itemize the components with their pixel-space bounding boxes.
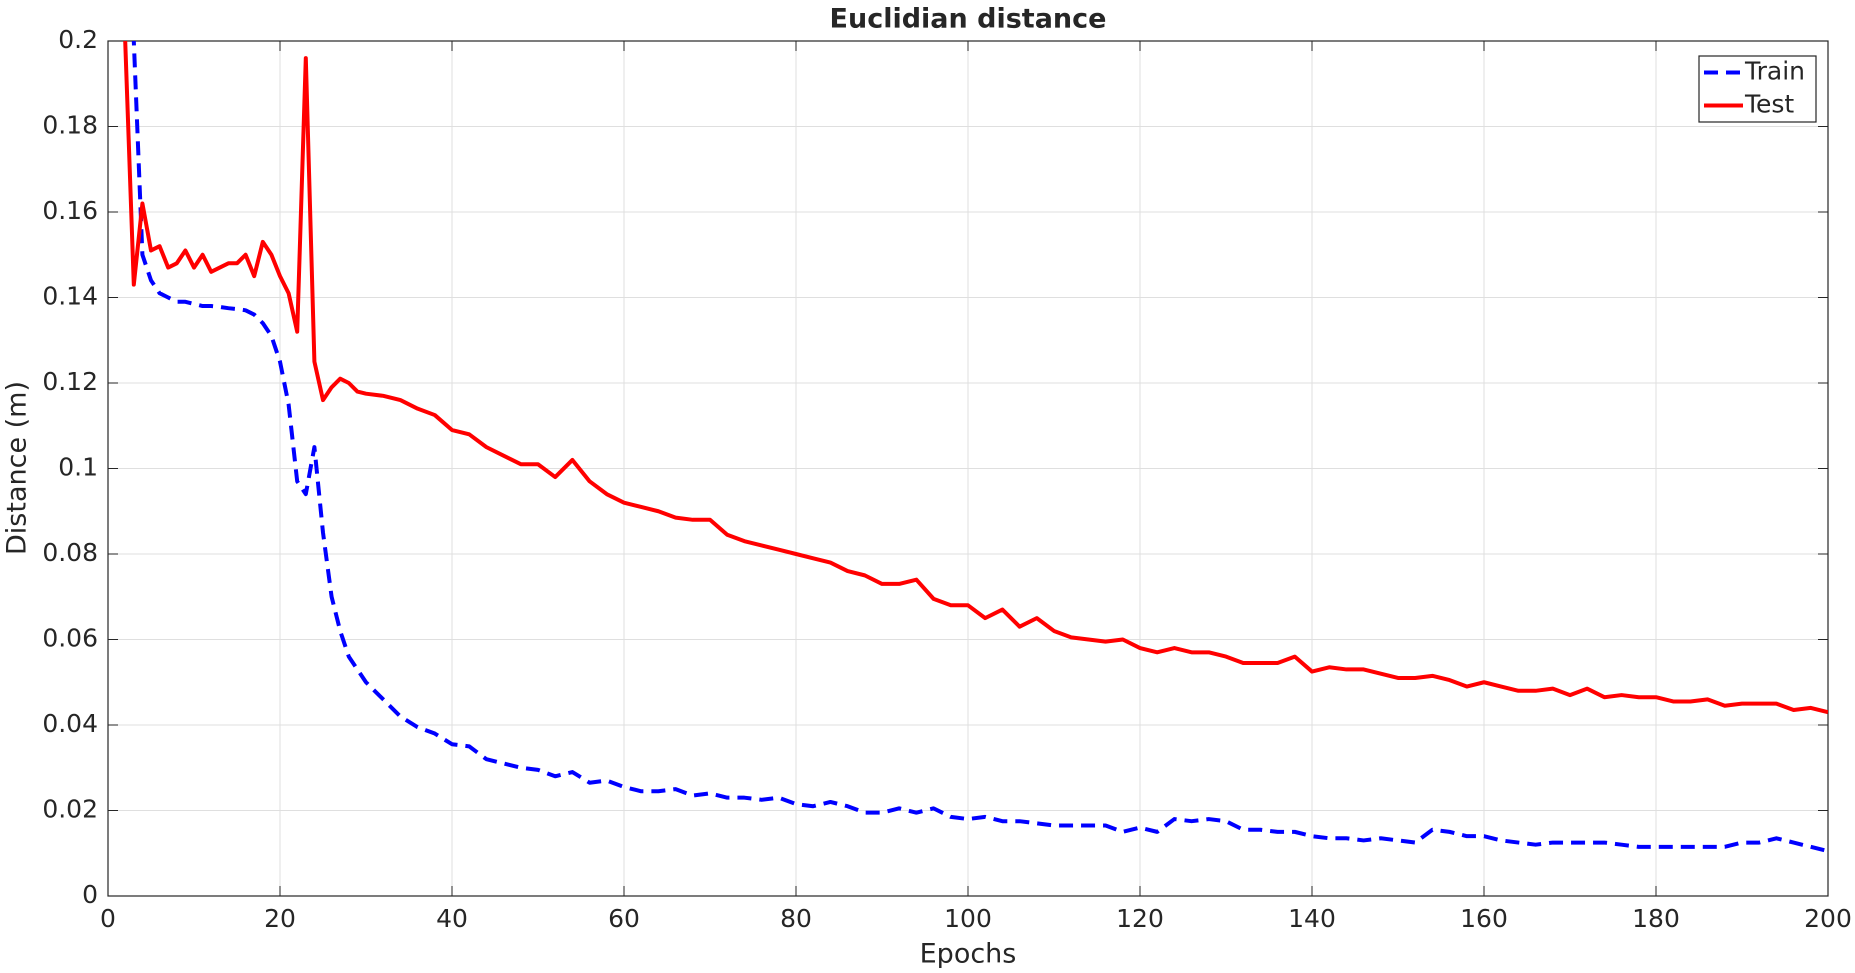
y-tick-label: 0.02 bbox=[42, 795, 98, 824]
y-tick-label: 0 bbox=[82, 880, 98, 909]
x-tick-label: 160 bbox=[1460, 904, 1508, 933]
y-tick-label: 0.18 bbox=[42, 111, 98, 140]
x-tick-label: 180 bbox=[1632, 904, 1680, 933]
legend-box bbox=[1698, 55, 1817, 123]
plot-lines bbox=[123, 41, 1828, 854]
y-tick-label: 0.06 bbox=[42, 624, 98, 653]
y-tick-label: 0.12 bbox=[42, 367, 98, 396]
y-tick-label: 0.14 bbox=[42, 282, 98, 311]
y-axis-label: Distance (m) bbox=[2, 381, 33, 555]
y-tick-label: 0.04 bbox=[42, 709, 98, 738]
series-line bbox=[123, 41, 1828, 715]
y-tick-label: 0.2 bbox=[58, 25, 98, 54]
y-tick-label: 0.1 bbox=[58, 453, 98, 482]
chart-title: Euclidian distance bbox=[830, 4, 1107, 35]
x-axis-label: Epochs bbox=[920, 939, 1017, 970]
x-tick-label: 100 bbox=[944, 904, 992, 933]
x-tick-label: 120 bbox=[1116, 904, 1164, 933]
x-tick-label: 20 bbox=[264, 904, 296, 933]
legend-label: Test bbox=[1744, 90, 1794, 119]
y-tick-label: 0.08 bbox=[42, 538, 98, 567]
x-tick-label: 80 bbox=[780, 904, 812, 933]
legend-label: Train bbox=[1744, 57, 1805, 86]
x-tick-label: 40 bbox=[436, 904, 468, 933]
series-line bbox=[131, 41, 1828, 854]
axes-box bbox=[107, 40, 1829, 897]
x-tick-label: 140 bbox=[1288, 904, 1336, 933]
y-tick-label: 0.16 bbox=[42, 196, 98, 225]
x-tick-label: 200 bbox=[1804, 904, 1852, 933]
x-tick-label: 60 bbox=[608, 904, 640, 933]
x-tick-label: 0 bbox=[100, 904, 116, 933]
